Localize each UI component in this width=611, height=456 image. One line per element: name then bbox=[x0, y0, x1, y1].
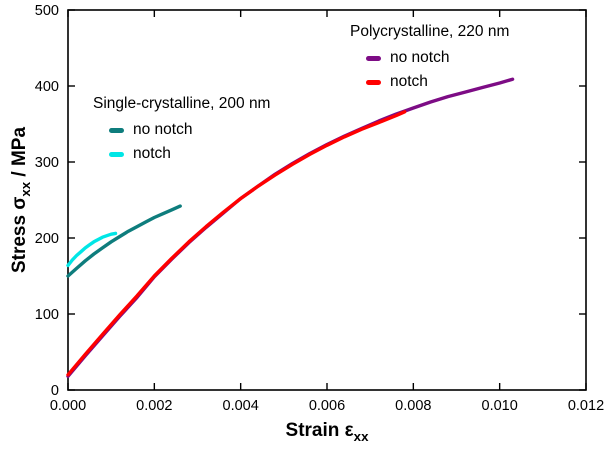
x-axis-title-text: Strain ε bbox=[285, 420, 354, 441]
legend-label-poly-no-notch: no notch bbox=[390, 49, 450, 66]
legend-marker-poly-no-notch bbox=[366, 55, 381, 61]
legend-item-single-no-notch: no notch bbox=[93, 118, 270, 142]
legend-title-polycrystalline: Polycrystalline, 220 nm bbox=[350, 23, 510, 40]
x-axis-title-subscript: xx bbox=[353, 428, 369, 444]
legend-item-single-notch: notch bbox=[93, 142, 270, 166]
legend-polycrystalline: Polycrystalline, 220 nm no notch notch bbox=[350, 20, 509, 94]
svg-text:400: 400 bbox=[35, 79, 59, 95]
svg-text:0.006: 0.006 bbox=[309, 398, 345, 414]
legend-label-single-notch: notch bbox=[133, 145, 171, 162]
legend-marker-single-notch bbox=[109, 151, 124, 157]
legend-marker-single-no-notch bbox=[109, 127, 124, 133]
svg-text:0: 0 bbox=[51, 383, 59, 399]
legend-label-single-no-notch: no notch bbox=[133, 121, 193, 138]
svg-text:200: 200 bbox=[35, 231, 59, 247]
x-axis-title: Strain εxx bbox=[68, 420, 586, 444]
svg-text:0.000: 0.000 bbox=[50, 398, 86, 414]
svg-text:0.002: 0.002 bbox=[136, 398, 172, 414]
legend-item-poly-notch: notch bbox=[350, 70, 509, 94]
y-axis-title-unit: / MPa bbox=[9, 126, 31, 182]
svg-text:0.008: 0.008 bbox=[395, 398, 431, 414]
legend-marker-poly-notch bbox=[366, 79, 381, 85]
y-axis-title: Stress σxx / MPa bbox=[9, 127, 33, 273]
svg-text:0.012: 0.012 bbox=[568, 398, 604, 414]
svg-text:100: 100 bbox=[35, 307, 59, 323]
legend-item-poly-no-notch: no notch bbox=[350, 46, 509, 70]
svg-text:300: 300 bbox=[35, 155, 59, 171]
legend-single-crystalline: Single-crystalline, 200 nm no notch notc… bbox=[93, 92, 270, 166]
svg-text:0.004: 0.004 bbox=[223, 398, 259, 414]
legend-label-poly-notch: notch bbox=[390, 73, 428, 90]
legend-title-single-crystalline: Single-crystalline, 200 nm bbox=[93, 95, 271, 112]
svg-text:500: 500 bbox=[35, 3, 59, 19]
y-axis-title-subscript: xx bbox=[17, 181, 33, 197]
y-axis-title-text: Stress σ bbox=[9, 196, 31, 274]
svg-text:0.010: 0.010 bbox=[482, 398, 518, 414]
